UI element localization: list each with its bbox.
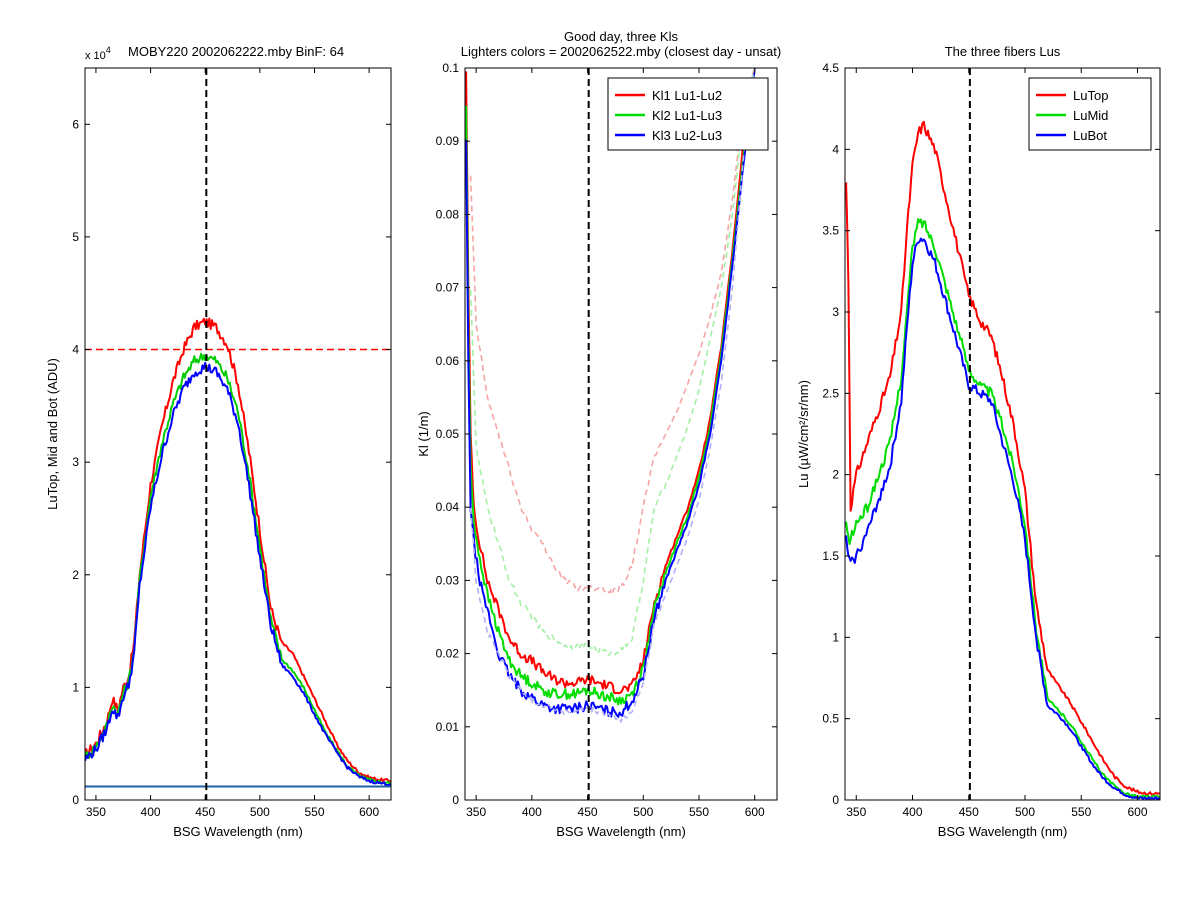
y-tick-label: 0.06 (436, 354, 460, 368)
y-tick-label: 0.08 (436, 207, 460, 221)
y-tick-label: 2 (832, 468, 839, 482)
x-tick-label: 550 (304, 805, 324, 819)
legend-label: LuMid (1073, 108, 1108, 123)
y-tick-label: 3.5 (822, 224, 839, 238)
y-tick-label: 0 (452, 793, 459, 807)
series-line-0 (845, 120, 1160, 796)
plot-data-group (845, 68, 1160, 800)
x-tick-label: 350 (86, 805, 106, 819)
plot-frame (844, 67, 1161, 801)
y-axis-label: Kl (1/m) (416, 411, 431, 457)
series-line-4 (469, 68, 756, 657)
y-multiplier: x 104 (85, 45, 111, 62)
plot-data-group (85, 68, 391, 800)
legend-label: Kl3 Lu2-Lu3 (652, 128, 722, 143)
series-line-3 (469, 68, 756, 595)
y-tick-label: 4.5 (822, 61, 839, 75)
y-tick-label: 0.01 (436, 720, 460, 734)
y-tick-label: 3 (72, 455, 79, 469)
y-tick-label: 0.5 (822, 712, 839, 726)
chart-title: MOBY220 2002062222.mby BinF: 64 (128, 44, 344, 59)
x-axis-label: BSG Wavelength (nm) (556, 824, 686, 839)
x-tick-label: 600 (1127, 805, 1147, 819)
x-tick-label: 600 (359, 805, 379, 819)
plot-area (845, 68, 1160, 800)
y-tick-label: 2 (72, 568, 79, 582)
y-multiplier-base: x 10 (85, 50, 106, 62)
legend: Kl1 Lu1-Lu2 Kl2 Lu1-Lu3 Kl3 Lu2-Lu3 (607, 77, 769, 151)
plot-frame (84, 67, 392, 801)
series-line-1 (845, 218, 1160, 799)
x-tick-label: 350 (466, 805, 486, 819)
y-tick-label: 0.1 (442, 61, 459, 75)
x-axis-label: BSG Wavelength (nm) (173, 824, 303, 839)
y-tick-label: 3 (832, 305, 839, 319)
panel-kl: 350 400 450 500 550 600 0 0.01 0.02 0.03 0.04 0.05 0… (416, 29, 781, 839)
legend-label: Kl2 Lu1-Lu3 (652, 108, 722, 123)
y-axis-label: LuTop, Mid and Bot (ADU) (45, 358, 60, 510)
x-tick-label: 350 (846, 805, 866, 819)
legend-label: LuTop (1073, 88, 1108, 103)
series-line-0 (465, 68, 756, 695)
chart-title: Good day, three Kls (564, 29, 678, 44)
y-tick-label: 5 (72, 230, 79, 244)
x-tick-label: 450 (959, 805, 979, 819)
x-tick-label: 450 (578, 805, 598, 819)
y-tick-label: 1 (72, 680, 79, 694)
legend-label: LuBot (1073, 128, 1107, 143)
chart-title: The three fibers Lus (945, 44, 1061, 59)
x-tick-label: 450 (195, 805, 215, 819)
series-line-2 (85, 361, 391, 787)
y-multiplier-exponent: 4 (106, 45, 111, 55)
plot-data-group (465, 68, 756, 800)
y-axis-label: Lu (µW/cm²/sr/nm) (796, 380, 811, 488)
plot-area (465, 68, 777, 800)
y-tick-label: 0.04 (436, 500, 460, 514)
y-tick-label: 0.09 (436, 134, 460, 148)
x-tick-label: 400 (902, 805, 922, 819)
x-tick-label: 400 (522, 805, 542, 819)
x-tick-label: 550 (689, 805, 709, 819)
y-tick-label: 0 (832, 793, 839, 807)
x-axis-label: BSG Wavelength (nm) (938, 824, 1068, 839)
series-line-5 (469, 68, 756, 723)
x-tick-label: 550 (1071, 805, 1091, 819)
y-tick-label: 6 (72, 117, 79, 131)
x-tick-label: 500 (250, 805, 270, 819)
y-tick-label: 0.05 (436, 427, 460, 441)
x-tick-label: 400 (141, 805, 161, 819)
y-tick-label: 2.5 (822, 386, 839, 400)
y-tick-label: 1 (832, 630, 839, 644)
y-tick-label: 1.5 (822, 549, 839, 563)
panel-moby-adu: 350 400 450 500 550 600 0 1 2 3 4 5 6 BSG Wavelength … (45, 44, 392, 839)
y-tick-label: 0 (72, 793, 79, 807)
series-line-2 (845, 237, 1160, 800)
x-tick-label: 500 (1015, 805, 1035, 819)
y-tick-label: 4 (72, 343, 79, 357)
chart-subtitle: Lighters colors = 2002062522.mby (closes… (461, 44, 781, 59)
panel-lu: 350 400 450 500 550 600 0 0.5 1 1.5 2 2.5 3 3.5 4 4.5 BS… (796, 44, 1161, 839)
y-tick-label: 0.07 (436, 281, 460, 295)
plot-area (85, 68, 391, 800)
legend-label: Kl1 Lu1-Lu2 (652, 88, 722, 103)
y-tick-label: 0.03 (436, 573, 460, 587)
y-tick-label: 4 (832, 142, 839, 156)
x-tick-label: 500 (633, 805, 653, 819)
legend: LuTop LuMid LuBot (1028, 77, 1152, 151)
y-tick-label: 0.02 (436, 647, 460, 661)
x-tick-label: 600 (745, 805, 765, 819)
series-line-1 (465, 68, 756, 706)
